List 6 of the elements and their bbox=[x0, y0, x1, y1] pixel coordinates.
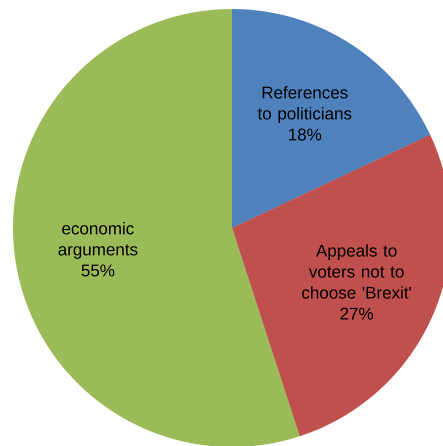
slice-label: economic arguments bbox=[58, 222, 138, 259]
data-label: 18% bbox=[289, 128, 322, 141]
slice-label: References to politicians bbox=[258, 86, 352, 123]
slice-label: Appeals to voters not to choose 'Brexit' bbox=[302, 244, 411, 299]
data-label: 27% bbox=[340, 308, 374, 320]
data-label: 55% bbox=[82, 264, 114, 276]
